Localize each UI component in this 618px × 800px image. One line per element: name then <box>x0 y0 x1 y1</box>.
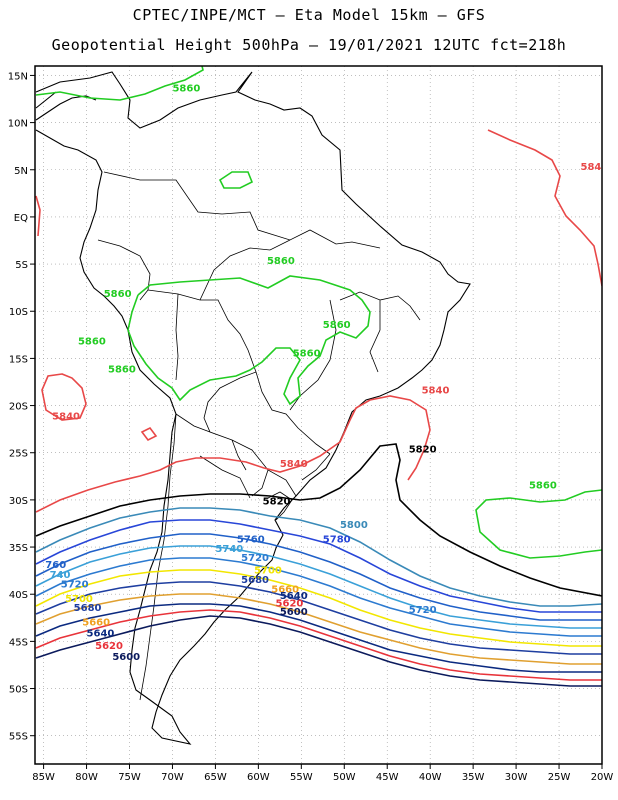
contour-5860-small <box>218 171 254 189</box>
contour-label-5740: 740 <box>50 570 71 581</box>
lat-tick-label: 45S <box>9 637 28 648</box>
contour-label-5600: 5600 <box>280 607 308 618</box>
contour-5840-pacific <box>41 373 87 421</box>
lon-tick-label: 80W <box>75 772 98 783</box>
contour-label-5640: 5640 <box>280 591 308 602</box>
lon-tick-label: 55W <box>290 772 313 783</box>
contour-label-5660: 5660 <box>82 617 110 628</box>
contour-5860-amazon <box>127 275 371 406</box>
title-line-1: CPTEC/INPE/MCT – Eta Model 15km – GFS <box>132 6 486 24</box>
contour-5660 <box>35 593 602 665</box>
contour-label-5720: 5720 <box>61 580 89 591</box>
lat-tick-label: 10N <box>8 119 28 130</box>
country-borders <box>97 171 421 499</box>
contour-5840-left-coast <box>35 195 41 237</box>
contour-label-5760: 5760 <box>237 534 265 545</box>
lat-tick-label: 50S <box>9 685 28 696</box>
lat-tick-label: 15S <box>9 354 28 365</box>
title-line-2: Geopotential Height 500hPa – 19/01/2021 … <box>51 36 567 54</box>
lon-tick-label: 35W <box>462 772 485 783</box>
lat-tick-label: 35S <box>9 543 28 554</box>
contour-label-5620: 5620 <box>95 641 123 652</box>
coastline <box>35 71 471 745</box>
contour-label-5860: 5860 <box>529 481 557 492</box>
lat-tick-label: 25S <box>9 449 28 460</box>
contour-5620 <box>35 609 602 681</box>
contour-5600 <box>35 615 602 687</box>
lon-tick-label: 30W <box>505 772 528 783</box>
central-america-coast <box>35 91 97 121</box>
lat-tick-label: 5N <box>14 166 28 177</box>
contour-label-5840: 5840 <box>52 412 80 423</box>
lon-tick-label: 40W <box>419 772 442 783</box>
contour-label-5740: 5740 <box>215 544 243 555</box>
lat-tick-label: 55S <box>9 732 28 743</box>
contour-5780 <box>35 519 602 613</box>
contour-5860-atlantic <box>475 489 602 559</box>
contour-label-5780: 5780 <box>323 534 351 545</box>
contour-label-5840: 5840 <box>280 459 308 470</box>
contour-5820 <box>35 443 602 597</box>
lon-tick-label: 65W <box>204 772 227 783</box>
contour-5840-pacific-small <box>140 426 158 442</box>
contour-5720 <box>35 557 602 637</box>
lat-tick-label: 20S <box>9 402 28 413</box>
contour-5800 <box>35 507 602 607</box>
lon-tick-label: 60W <box>247 772 270 783</box>
lon-tick-label: 75W <box>118 772 141 783</box>
contour-label-5860: 5860 <box>293 349 321 360</box>
lat-tick-label: 15N <box>8 71 28 82</box>
lon-tick-label: 50W <box>333 772 356 783</box>
lon-tick-label: 85W <box>32 772 55 783</box>
contour-label-5860: 5860 <box>108 365 136 376</box>
contour-label-5720: 5720 <box>409 605 437 616</box>
contour-label-5600: 5600 <box>112 652 140 663</box>
contour-5680 <box>35 581 602 655</box>
lat-tick-label: 10S <box>9 307 28 318</box>
lat-tick-label: EQ <box>14 213 28 224</box>
contour-label-5860: 5860 <box>323 320 351 331</box>
contour-label-5700: 5700 <box>65 594 93 605</box>
contour-label-5620: 5620 <box>276 598 304 609</box>
andes-border <box>139 413 177 701</box>
lat-tick-label: 40S <box>9 590 28 601</box>
contour-5760 <box>35 533 602 621</box>
contour-label-5860: 5860 <box>78 336 106 347</box>
contour-label-5760: 760 <box>45 560 66 571</box>
contour-5840-north-atlantic <box>487 129 602 287</box>
contour-label-5800: 5800 <box>340 520 368 531</box>
contour-label-5840: 5840 <box>422 385 450 396</box>
contour-label-5660: 5660 <box>271 584 299 595</box>
contour-label-5680: 5680 <box>74 603 102 614</box>
contour-label-5840: 5840 <box>581 162 609 173</box>
contour-label-5820: 5820 <box>409 445 437 456</box>
contour-5700 <box>35 569 602 647</box>
lat-tick-label: 30S <box>9 496 28 507</box>
lat-tick-label: 5S <box>15 260 28 271</box>
contour-label-5720: 5720 <box>241 553 269 564</box>
lon-tick-label: 45W <box>376 772 399 783</box>
contour-label-5820: 5820 <box>263 497 291 508</box>
uruguay-border <box>267 491 293 521</box>
contour-5740 <box>35 545 602 629</box>
lon-tick-label: 70W <box>161 772 184 783</box>
contour-label-5860: 5860 <box>172 83 200 94</box>
contour-5840-pacific-south <box>35 395 431 513</box>
contour-label-5860: 5860 <box>267 256 295 267</box>
contour-label-5680: 5680 <box>241 575 269 586</box>
lon-tick-label: 25W <box>548 772 571 783</box>
map-frame <box>34 65 603 765</box>
contour-label-5640: 5640 <box>87 629 115 640</box>
contour-5860-north <box>35 66 204 101</box>
contour-label-5700: 5700 <box>254 565 282 576</box>
lon-tick-label: 20W <box>591 772 614 783</box>
contour-label-5860: 5860 <box>104 289 132 300</box>
contour-5640 <box>35 603 602 673</box>
